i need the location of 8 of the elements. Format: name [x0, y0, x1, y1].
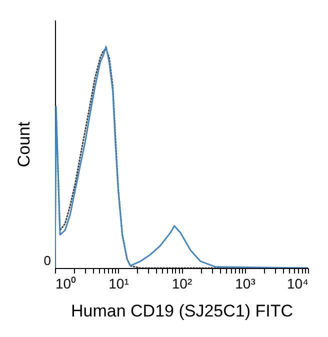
x-axis-title: Human CD19 (SJ25C1) FITC: [70, 302, 294, 320]
x-tick-label: 10²: [172, 276, 192, 292]
y-axis-title: Count: [14, 122, 34, 168]
text: 0: [44, 253, 51, 268]
x-tick-label: 10¹: [108, 276, 130, 292]
x-tick-label: 10⁴: [286, 276, 308, 292]
x-tick-label: 10⁰: [56, 276, 76, 292]
x-tick-label: 10³: [235, 276, 256, 292]
